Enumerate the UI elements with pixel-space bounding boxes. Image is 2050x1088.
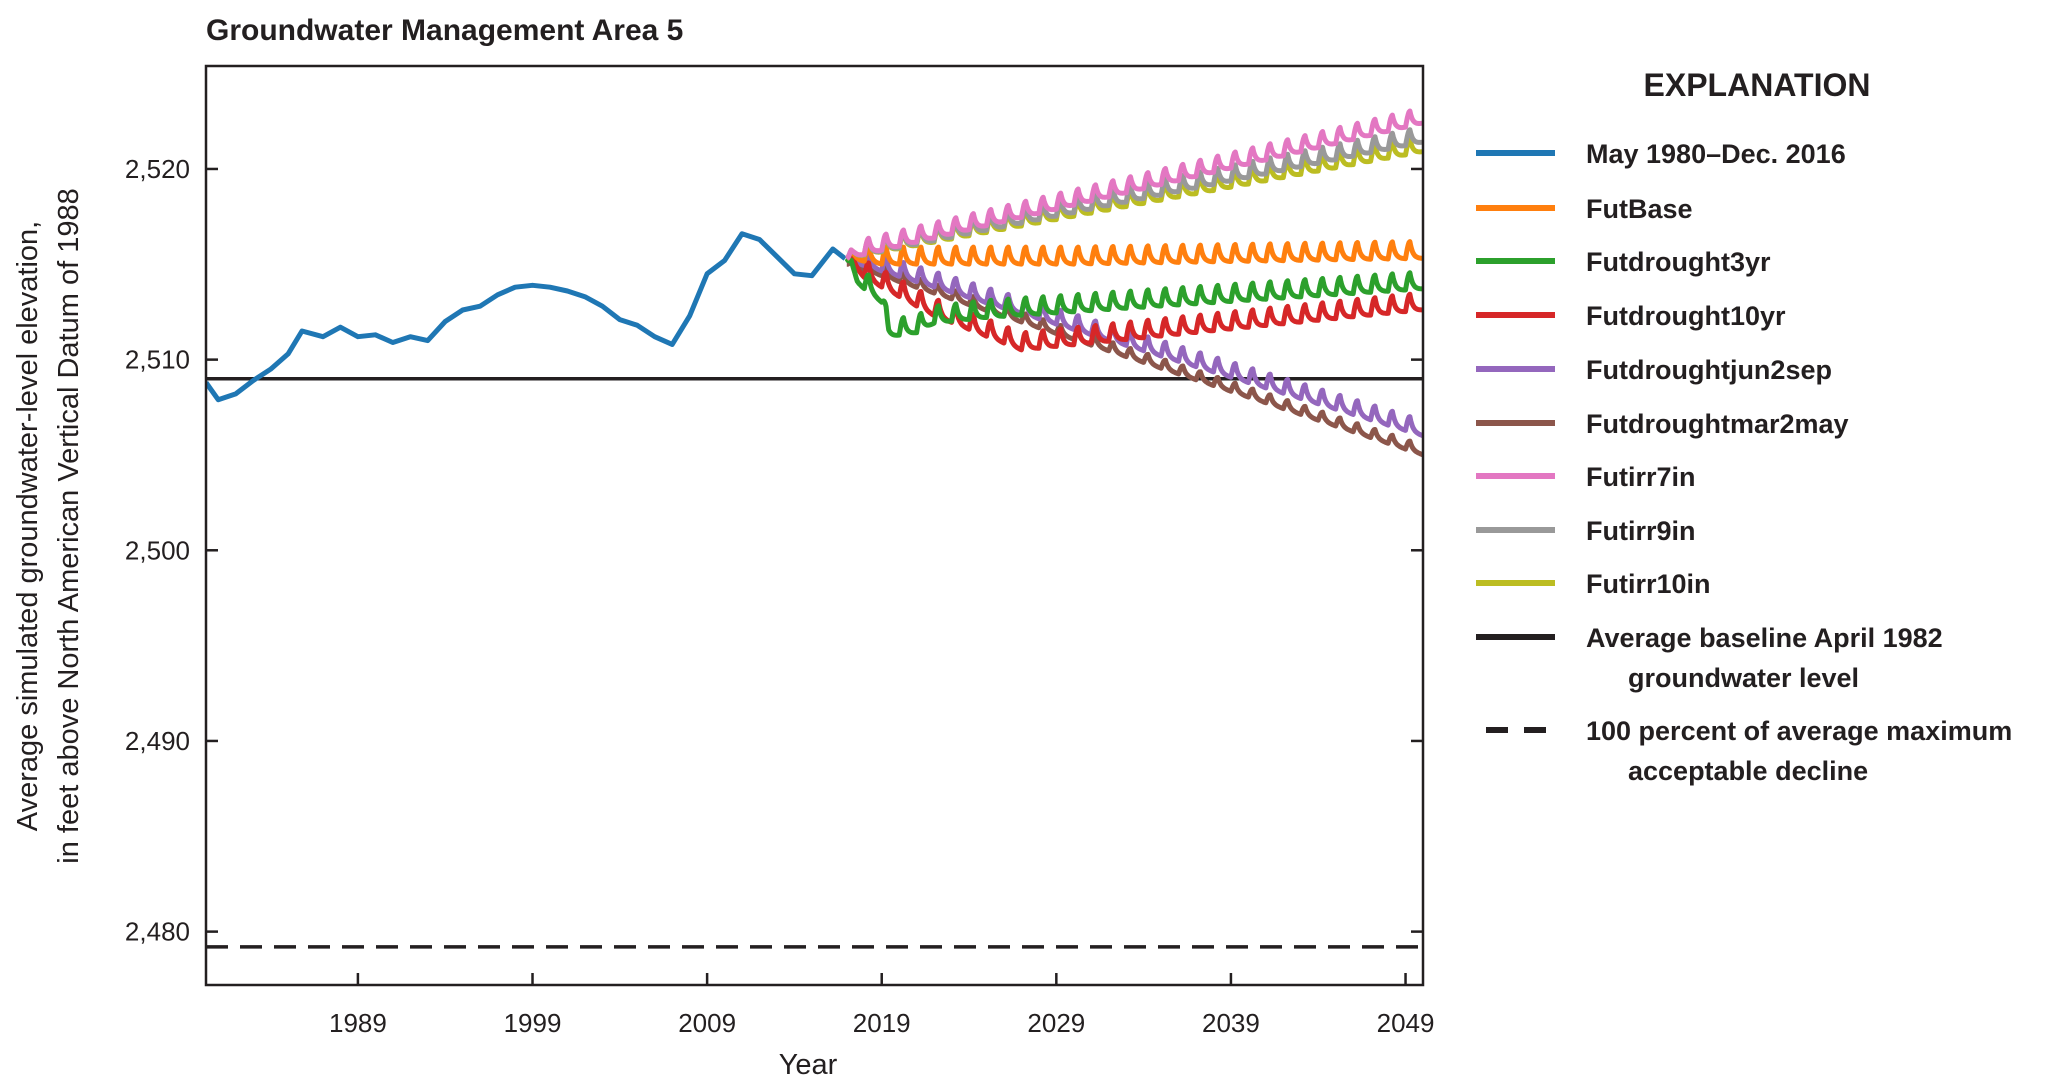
x-tick-label: 2039 [1202, 1008, 1260, 1038]
legend-label: Futirr7in [1586, 462, 1696, 492]
series-line-futbase [845, 239, 1423, 267]
legend-label: Futdrought10yr [1586, 301, 1786, 331]
legend-label: Futirr9in [1586, 516, 1696, 546]
x-tick-label: 1999 [504, 1008, 562, 1038]
y-tick-label: 2,510 [125, 345, 190, 375]
legend-label: FutBase [1586, 194, 1693, 224]
series-line-futdroughtjun2sep [845, 249, 1423, 439]
legend-label-continued: acceptable decline [1628, 756, 1868, 786]
series-group [206, 108, 1423, 949]
x-tick-label: 1989 [329, 1008, 387, 1038]
y-axis-label: Average simulated groundwater-level elev… [12, 188, 85, 863]
legend-label: Futdroughtmar2may [1586, 409, 1849, 439]
x-tick-label: 2009 [678, 1008, 736, 1038]
chart-title: Groundwater Management Area 5 [206, 14, 683, 47]
legend-label: Futdroughtjun2sep [1586, 355, 1832, 385]
series-line-futdroughtmar2may [845, 258, 1423, 458]
plot-area [206, 108, 1423, 949]
y-tick-label: 2,490 [125, 726, 190, 756]
legend-label: Futdrought3yr [1586, 247, 1771, 277]
y-axis-label-line-1: Average simulated groundwater-level elev… [12, 221, 44, 831]
series-line-may-1980-dec-2016 [206, 231, 847, 403]
legend-label: Futirr10in [1586, 569, 1711, 599]
x-axis-label: Year [779, 1049, 838, 1081]
legend-label-continued: groundwater level [1628, 663, 1859, 693]
y-tick-label: 2,500 [125, 535, 190, 565]
axes: 2,480 2,490 2,500 2,510 2,520 1989 1999 2009 201… [125, 64, 1435, 1038]
legend: EXPLANATION May 1980–Dec. 2016 FutBase Fut… [1476, 67, 2012, 786]
y-tick-label: 2,520 [125, 154, 190, 184]
legend-label: 100 percent of average maximum [1586, 716, 2012, 746]
x-tick-label: 2049 [1377, 1008, 1435, 1038]
legend-label: May 1980–Dec. 2016 [1586, 139, 1846, 169]
x-tick-label: 2029 [1027, 1008, 1085, 1038]
series-line-futdrought3yr [844, 257, 1423, 338]
legend-label: Average baseline April 1982 [1586, 623, 1943, 653]
x-tick-label: 2019 [853, 1008, 911, 1038]
y-axis-label-line-2: in feet above North American Vertical Da… [53, 188, 85, 863]
series-line-futirr9in [845, 127, 1423, 261]
plot-frame [204, 64, 1425, 987]
y-tick-label: 2,480 [125, 917, 190, 947]
legend-title: EXPLANATION [1644, 67, 1871, 103]
series-line-futirr7in [845, 108, 1423, 261]
